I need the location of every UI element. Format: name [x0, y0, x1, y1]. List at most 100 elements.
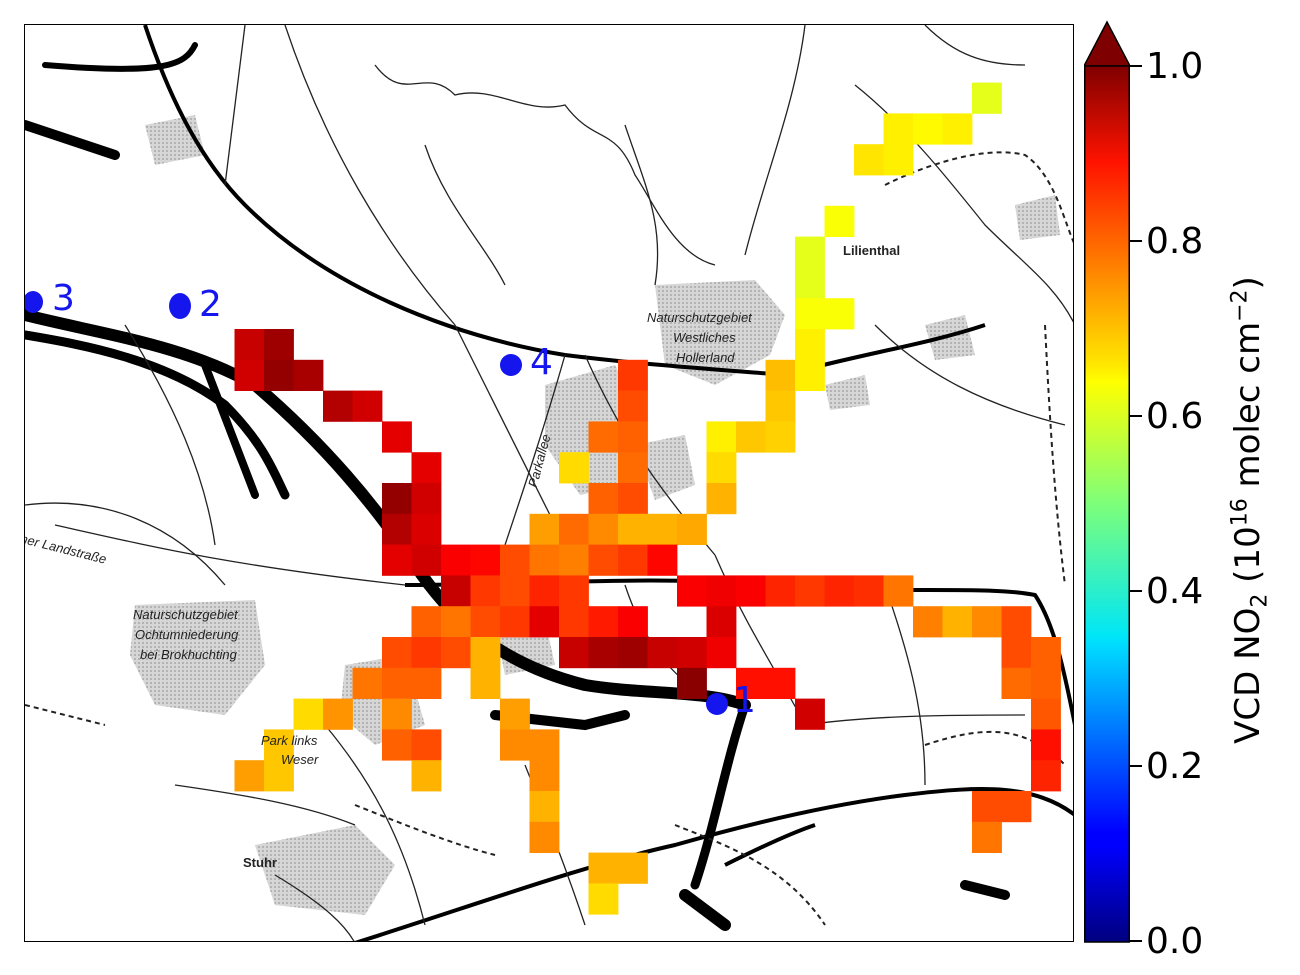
heatmap-cell	[382, 513, 412, 545]
heatmap-cell	[618, 513, 648, 545]
heatmap-cell	[559, 452, 589, 484]
heatmap-cell	[559, 544, 589, 576]
heatmap-cell	[677, 667, 707, 699]
place-label-nsg-hollerland-line1: Naturschutzgebiet	[647, 310, 752, 325]
heatmap-cell	[441, 544, 471, 576]
waterways	[25, 42, 1010, 931]
heatmap-cell	[470, 637, 501, 669]
heatmap-cell	[559, 606, 589, 638]
heatmap-cell	[264, 760, 294, 792]
station-label-2: 2	[199, 284, 222, 325]
heatmap-cell	[647, 544, 678, 576]
heatmap-cell	[588, 544, 619, 576]
heatmap-cell	[795, 575, 825, 607]
station-marker-1	[706, 693, 728, 715]
heatmap-cell	[411, 729, 442, 761]
colorbar-tick-label: 0.4	[1146, 571, 1204, 612]
colorbar	[1084, 20, 1130, 943]
heatmap-cell	[883, 575, 914, 607]
heatmap-cell	[795, 267, 825, 299]
station-label-4: 4	[530, 342, 553, 383]
heatmap-cell	[706, 421, 737, 453]
heatmap-cell	[618, 852, 648, 884]
heatmap-cell	[618, 637, 648, 669]
heatmap-cell	[382, 729, 412, 761]
heatmap-cell	[913, 606, 943, 638]
map-panel: Lilienthal Naturschutzgebiet Westliches …	[24, 24, 1074, 942]
heatmap-cell	[883, 144, 914, 176]
heatmap-cell	[264, 359, 294, 391]
colorbar-title: VCD NO2 (1016 molec cm−2)	[1227, 276, 1272, 744]
heatmap-cell	[824, 205, 855, 237]
station-label-1: 1	[733, 680, 756, 721]
heatmap-cell	[382, 667, 412, 699]
colorbar-tick	[1130, 65, 1142, 67]
heatmap-cell	[559, 575, 589, 607]
heatmap-cell	[1031, 667, 1061, 699]
heatmap-cell	[765, 667, 796, 699]
heatmap-cell	[972, 791, 1002, 823]
heatmap-cell	[234, 760, 265, 792]
heatmap-cell	[500, 698, 530, 730]
heatmap-cell	[795, 329, 825, 361]
heatmap-cell	[588, 606, 619, 638]
heatmap-cell	[441, 606, 471, 638]
station-marker-4	[500, 354, 522, 376]
heatmap-cell	[618, 390, 648, 422]
station-marker-2	[169, 293, 191, 319]
heatmap-cell	[647, 637, 678, 669]
heatmap-cell	[441, 575, 471, 607]
heatmap-cell	[529, 513, 560, 545]
heatmap-cell	[677, 637, 707, 669]
heatmap-cell	[618, 544, 648, 576]
heatmap-cell	[1031, 729, 1061, 761]
heatmap-cell	[411, 544, 442, 576]
place-label-lilienthal: Lilienthal	[843, 243, 901, 258]
colorbar-tick	[1130, 415, 1142, 417]
place-label-nsg-hollerland-line2: Westliches	[673, 330, 736, 345]
no2-heatmap	[234, 82, 1061, 915]
heatmap-cell	[411, 606, 442, 638]
heatmap-cell	[529, 606, 560, 638]
minor-roads	[25, 25, 1073, 941]
heatmap-cell	[736, 575, 766, 607]
heatmap-cell	[470, 544, 501, 576]
heatmap-cell	[352, 667, 383, 699]
heatmap-cell	[529, 821, 560, 853]
heatmap-cell	[824, 575, 855, 607]
heatmap-cell	[942, 606, 973, 638]
colorbar-title-sub: 2	[1247, 593, 1273, 608]
heatmap-cell	[470, 575, 501, 607]
heatmap-cell	[382, 698, 412, 730]
heatmap-cell	[1031, 760, 1061, 792]
heatmap-cell	[706, 575, 737, 607]
heatmap-cell	[323, 390, 353, 422]
colorbar-tick	[1130, 240, 1142, 242]
heatmap-cell	[264, 329, 294, 361]
place-label-park-links-line1: Park links	[261, 733, 318, 748]
heatmap-cell	[293, 698, 324, 730]
heatmap-cell	[382, 544, 412, 576]
colorbar-tick-label: 0.2	[1146, 746, 1204, 787]
colorbar-title-prefix: VCD NO	[1227, 607, 1268, 744]
heatmap-cell	[234, 329, 265, 361]
heatmap-cell	[618, 452, 648, 484]
station-markers	[25, 291, 728, 715]
heatmap-cell	[500, 606, 530, 638]
heatmap-cell	[500, 575, 530, 607]
place-label-park-links-line2: Weser	[281, 752, 319, 767]
place-label-nsg-ochtum-line1: Naturschutzgebiet	[133, 607, 238, 622]
heatmap-cell	[411, 667, 442, 699]
station-label-3: 3	[52, 278, 75, 319]
heatmap-cell	[588, 883, 619, 915]
heatmap-cell	[1001, 791, 1032, 823]
colorbar-title-units: molec cm	[1227, 321, 1268, 499]
heatmap-cell	[352, 390, 383, 422]
heatmap-cell	[588, 421, 619, 453]
colorbar-gradient	[1084, 65, 1130, 943]
heatmap-cell	[411, 483, 442, 515]
heatmap-cell	[529, 791, 560, 823]
heatmap-cell	[677, 575, 707, 607]
heatmap-cell	[765, 421, 796, 453]
heatmap-cell	[618, 606, 648, 638]
